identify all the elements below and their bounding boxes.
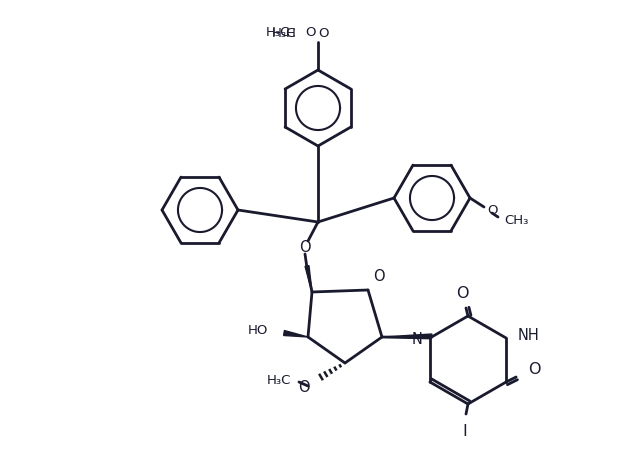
Text: H₃C: H₃C — [266, 25, 290, 39]
Text: NH: NH — [518, 328, 540, 343]
Text: H₃C: H₃C — [267, 375, 291, 387]
Polygon shape — [284, 330, 308, 337]
Polygon shape — [305, 266, 312, 292]
Text: O: O — [487, 204, 497, 217]
Text: H: H — [286, 26, 296, 39]
Text: CH₃: CH₃ — [504, 213, 529, 227]
Text: O: O — [528, 362, 541, 377]
Text: H₃C: H₃C — [271, 26, 296, 39]
Text: O: O — [318, 26, 328, 39]
Polygon shape — [382, 334, 432, 338]
Text: O: O — [299, 240, 311, 254]
Text: O: O — [305, 25, 316, 39]
Text: O: O — [456, 287, 468, 301]
Text: HO: HO — [248, 324, 268, 337]
Text: N: N — [412, 332, 423, 347]
Text: O: O — [298, 381, 310, 395]
Text: O: O — [373, 269, 385, 284]
Text: I: I — [463, 424, 467, 439]
